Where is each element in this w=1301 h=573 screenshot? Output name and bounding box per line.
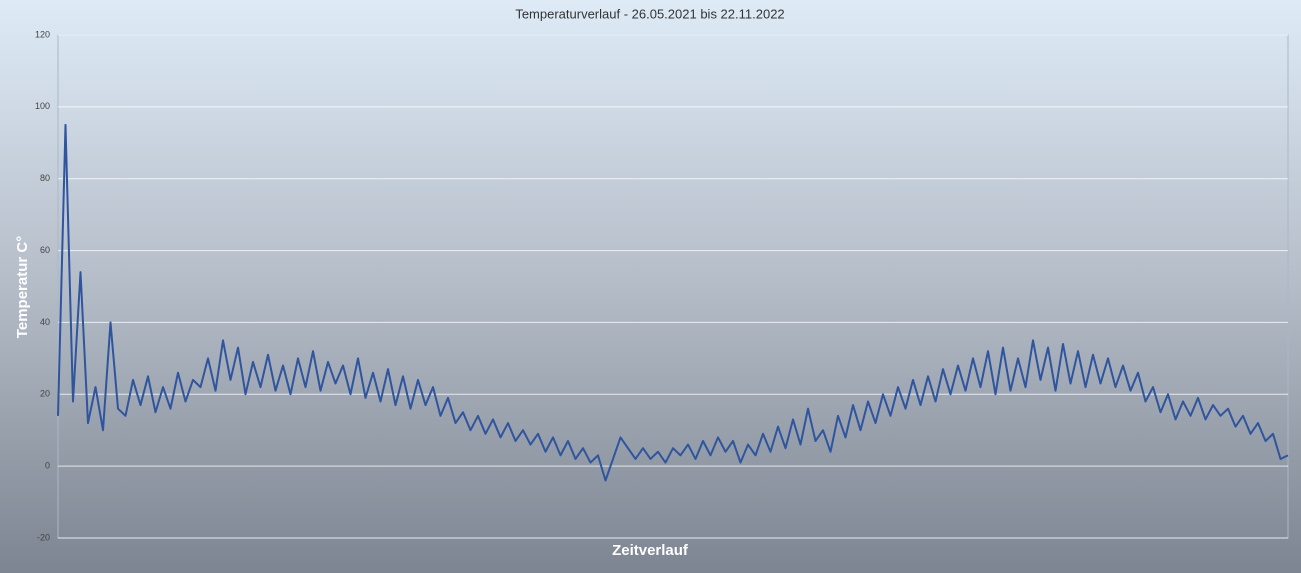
y-axis-label: Temperatur C° xyxy=(14,236,31,338)
y-tick-label: 60 xyxy=(40,245,50,255)
y-tick-label: -20 xyxy=(37,532,50,542)
y-tick-label: 0 xyxy=(45,461,50,471)
y-tick-label: 80 xyxy=(40,173,50,183)
data-line xyxy=(57,123,1289,482)
x-axis-label: Zeitverlauf xyxy=(612,542,689,559)
y-tick-label: 120 xyxy=(35,29,50,39)
y-tick-label: 100 xyxy=(35,101,50,111)
y-tick-label: 40 xyxy=(40,317,50,327)
chart-title: Temperaturverlauf - 26.05.2021 bis 22.11… xyxy=(515,6,784,21)
y-tick-label: 20 xyxy=(40,389,50,399)
